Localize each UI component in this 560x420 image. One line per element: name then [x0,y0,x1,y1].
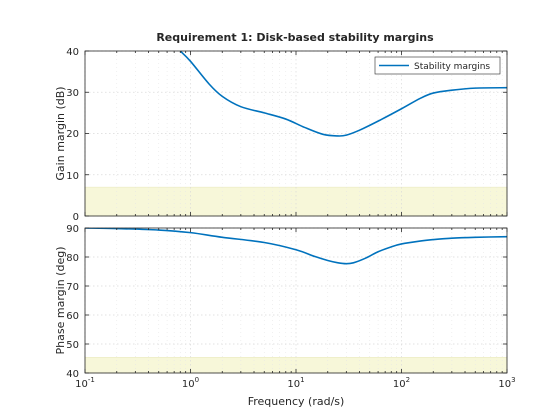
legend-label: Stability margins [414,62,490,72]
gain-tick-label-0: 0 [73,212,79,223]
legend: Stability margins [374,56,501,75]
phase-grid [84,227,508,374]
phase-tick-label-50: 50 [66,340,79,351]
x-tick-label-1e0: 100 [182,376,199,390]
phase-y-axis-label: Phase margin (deg) [54,247,67,355]
chart-title: Requirement 1: Disk-based stability marg… [156,31,434,44]
x-tick-label-1e2: 102 [393,376,410,390]
x-tick-label-1e-1: 10-1 [75,376,95,390]
gain-margin-line [179,51,507,137]
phase-margin-line [85,228,507,265]
gain-tick-label-40: 40 [66,47,79,58]
phase-tick-label-80: 80 [66,253,79,264]
x-tick-label-1e3: 103 [498,376,515,390]
gain-axis-ticks [84,50,508,217]
phase-tick-label-40: 40 [66,369,79,380]
phase-axis-ticks [84,227,508,374]
phase-margin-panel: 40 50 60 70 80 90 Phase margin (deg) 10-… [54,224,516,408]
gain-margin-panel: 0 10 20 30 40 Gain margin (dB) Stability… [54,47,508,223]
x-axis-label: Frequency (rad/s) [248,395,345,408]
gain-y-axis-label: Gain margin (dB) [54,86,67,180]
gain-tick-label-10: 10 [66,171,79,182]
phase-tick-label-60: 60 [66,311,79,322]
phase-tick-label-70: 70 [66,282,79,293]
gain-tick-label-30: 30 [66,88,79,99]
phase-tick-label-90: 90 [66,224,79,235]
x-tick-label-1e1: 101 [287,376,304,390]
legend-box [374,56,501,75]
gain-tick-label-20: 20 [66,129,79,140]
